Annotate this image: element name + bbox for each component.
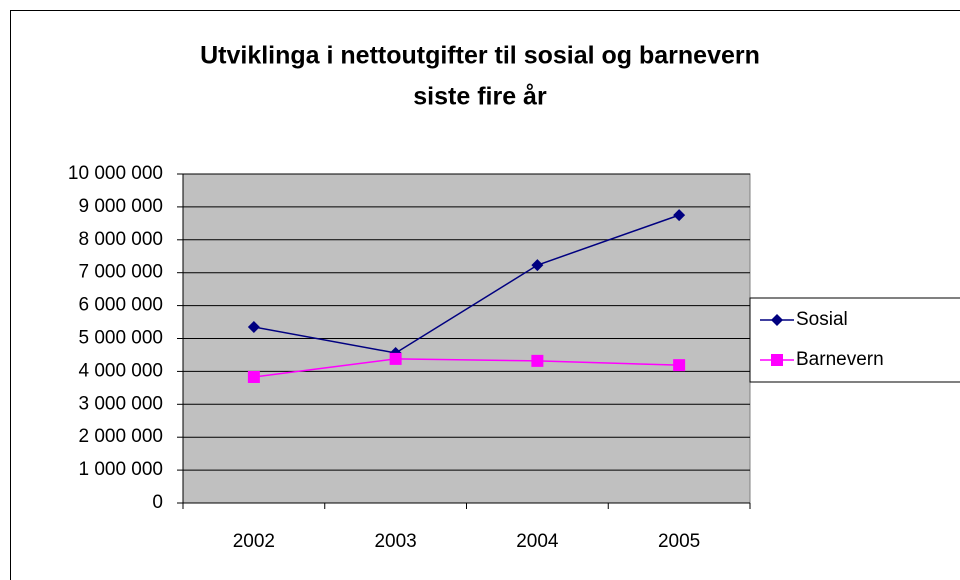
x-tick-label: 2003: [374, 531, 416, 552]
data-point: [673, 209, 686, 222]
series-line: [253, 358, 680, 378]
legend-label: Barnevern: [796, 349, 884, 370]
y-tick-label: 6 000 000: [78, 295, 163, 316]
y-tick-label: 5 000 000: [78, 328, 163, 349]
data-point: [247, 370, 260, 383]
legend-marker: [771, 354, 783, 366]
series-line: [253, 214, 680, 354]
y-tick-label: 0: [152, 492, 163, 513]
data-point: [673, 359, 686, 372]
y-tick-label: 4 000 000: [78, 360, 163, 381]
data-point: [247, 320, 260, 333]
data-point: [531, 354, 544, 367]
chart-title: siste fire år: [413, 83, 547, 111]
legend-marker: [771, 314, 783, 326]
legend-label: Sosial: [796, 309, 848, 330]
data-point: [531, 259, 544, 272]
y-tick-label: 1 000 000: [78, 459, 163, 480]
y-tick-label: 7 000 000: [78, 262, 163, 283]
chart-title: Utviklinga i nettoutgifter til sosial og…: [200, 42, 760, 70]
x-tick-label: 2002: [233, 531, 275, 552]
x-tick-label: 2004: [516, 531, 559, 552]
y-tick-label: 3 000 000: [78, 393, 163, 414]
x-tick-label: 2005: [658, 531, 700, 552]
y-tick-label: 8 000 000: [78, 229, 163, 250]
y-tick-label: 10 000 000: [68, 163, 163, 184]
y-tick-label: 2 000 000: [78, 426, 163, 447]
y-tick-label: 9 000 000: [78, 196, 163, 217]
data-point: [389, 352, 402, 365]
legend: [749, 297, 960, 383]
